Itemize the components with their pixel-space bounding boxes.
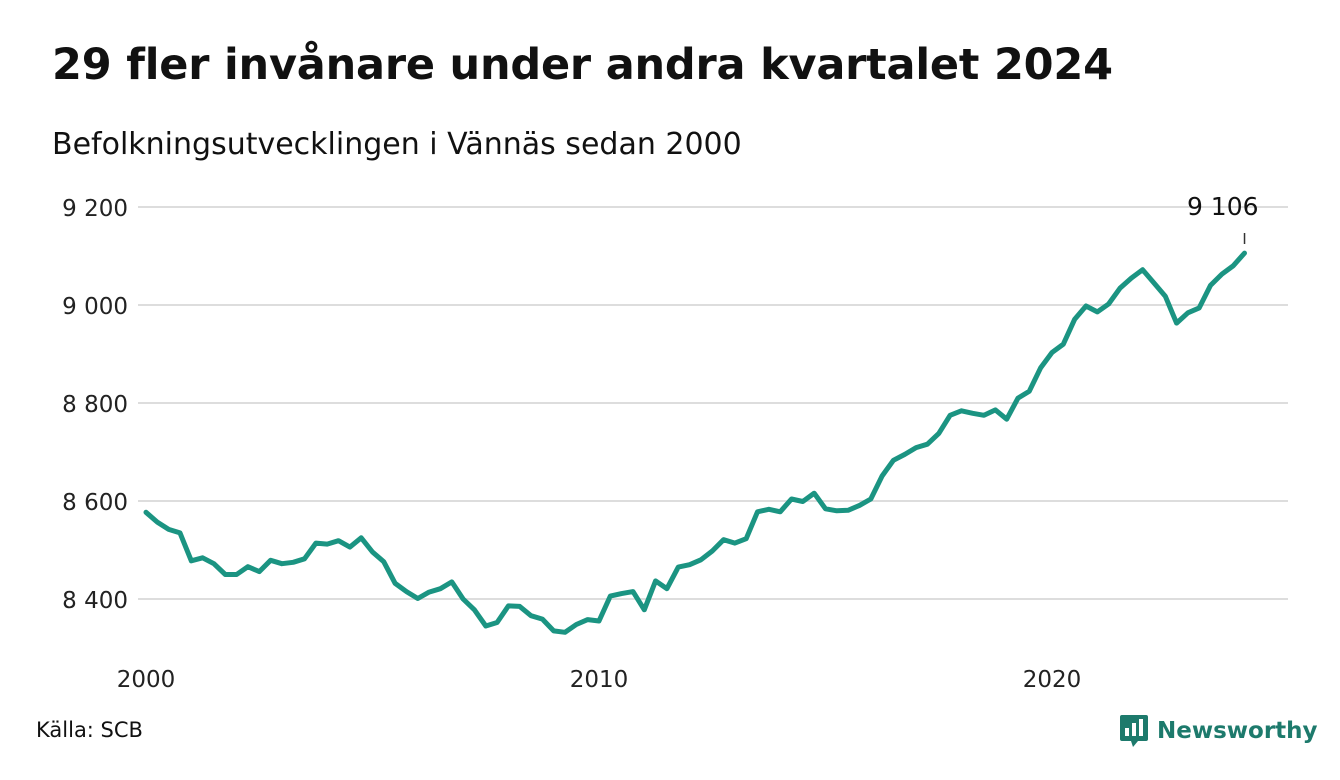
source-note: Källa: SCB <box>36 718 143 742</box>
annotations: 9 106 <box>1187 192 1259 244</box>
end-value-label: 9 106 <box>1187 192 1259 221</box>
population-line <box>143 250 1247 635</box>
y-tick-label: 9 000 <box>62 294 128 320</box>
x-tick-label: 2020 <box>1023 667 1082 693</box>
chart-title: 29 fler invånare under andra kvartalet 2… <box>52 40 1113 90</box>
gridlines <box>138 206 1288 600</box>
brand-name: Newsworthy <box>1157 718 1318 744</box>
y-tick-label: 8 600 <box>62 490 128 516</box>
axes: 8 400 8 600 8 800 9 000 9 200 2000 2010 2020 <box>62 196 1081 693</box>
newsworthy-logo-icon <box>1120 715 1148 747</box>
y-tick-label: 8 800 <box>62 392 128 418</box>
x-tick-label: 2000 <box>117 667 176 693</box>
chart-subtitle: Befolkningsutvecklingen i Vännäs sedan 2… <box>52 127 742 162</box>
x-tick-label: 2010 <box>570 667 629 693</box>
brand[interactable]: Newsworthy <box>1119 713 1318 749</box>
y-tick-label: 8 400 <box>62 588 128 614</box>
y-tick-label: 9 200 <box>62 196 128 222</box>
series <box>143 250 1247 635</box>
